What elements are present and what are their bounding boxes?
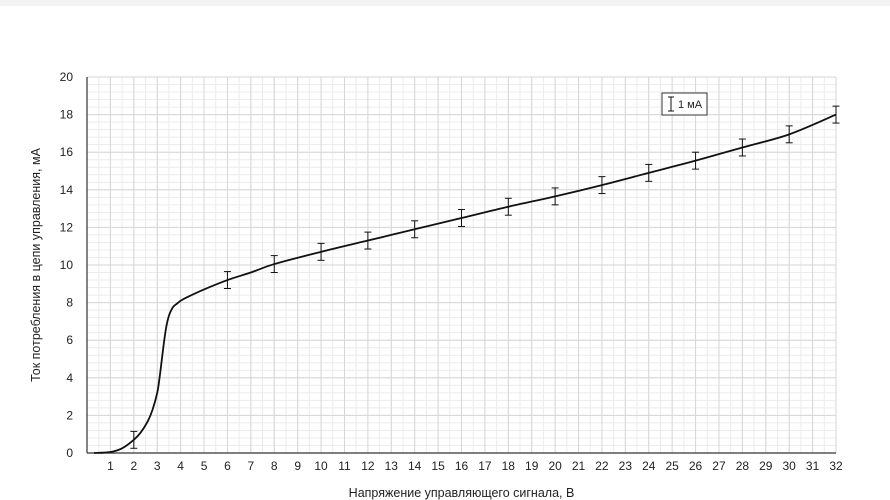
y-tick-label: 14: [60, 183, 74, 197]
x-tick-label: 1: [107, 459, 114, 473]
x-tick-label: 15: [431, 459, 445, 473]
x-tick-label: 25: [665, 459, 679, 473]
x-tick-label: 6: [224, 459, 231, 473]
legend-box: [661, 92, 708, 116]
x-tick-label: 18: [502, 459, 516, 473]
x-tick-label: 10: [314, 459, 328, 473]
x-tick-label: 30: [783, 459, 797, 473]
y-tick-label: 10: [60, 258, 74, 272]
y-tick-label: 18: [60, 108, 74, 122]
y-tick-label: 16: [60, 145, 74, 159]
x-tick-label: 29: [759, 459, 773, 473]
y-tick-label: 6: [66, 333, 73, 347]
x-tick-label: 4: [177, 459, 184, 473]
x-tick-label: 5: [201, 459, 208, 473]
x-tick-label: 21: [572, 459, 586, 473]
y-tick-label: 0: [66, 446, 73, 460]
x-tick-label: 17: [478, 459, 492, 473]
x-tick-label: 31: [806, 459, 820, 473]
x-tick-label: 22: [595, 459, 609, 473]
x-tick-label: 19: [525, 459, 539, 473]
x-tick-label: 3: [154, 459, 161, 473]
x-tick-label: 24: [642, 459, 656, 473]
x-tick-label: 32: [829, 459, 843, 473]
x-tick-label: 20: [548, 459, 562, 473]
x-tick-label: 13: [385, 459, 399, 473]
y-tick-label: 4: [66, 371, 73, 385]
x-tick-label: 26: [689, 459, 703, 473]
top-strip: [0, 0, 890, 6]
x-tick-label: 7: [248, 459, 255, 473]
y-tick-label: 8: [66, 296, 73, 310]
x-tick-label: 2: [130, 459, 137, 473]
series-line: [93, 113, 837, 454]
y-axis-title: Ток потребления в цепи управления, мА: [29, 147, 43, 381]
x-tick-label: 27: [712, 459, 726, 473]
y-tick-label: 2: [66, 408, 73, 422]
x-axis-title: Напряжение управляющего сигнала, В: [349, 486, 575, 500]
legend-label: 1 мА: [678, 99, 703, 111]
y-tick-label: 12: [60, 220, 74, 234]
x-tick-label: 28: [736, 459, 750, 473]
x-tick-label: 11: [338, 459, 351, 473]
x-tick-label: 12: [361, 459, 375, 473]
y-tick-label: 20: [60, 70, 74, 84]
x-tick-label: 16: [455, 459, 469, 473]
x-tick-label: 8: [271, 459, 278, 473]
x-tick-label: 23: [619, 459, 633, 473]
x-tick-label: 9: [294, 459, 301, 473]
x-tick-label: 14: [408, 459, 422, 473]
